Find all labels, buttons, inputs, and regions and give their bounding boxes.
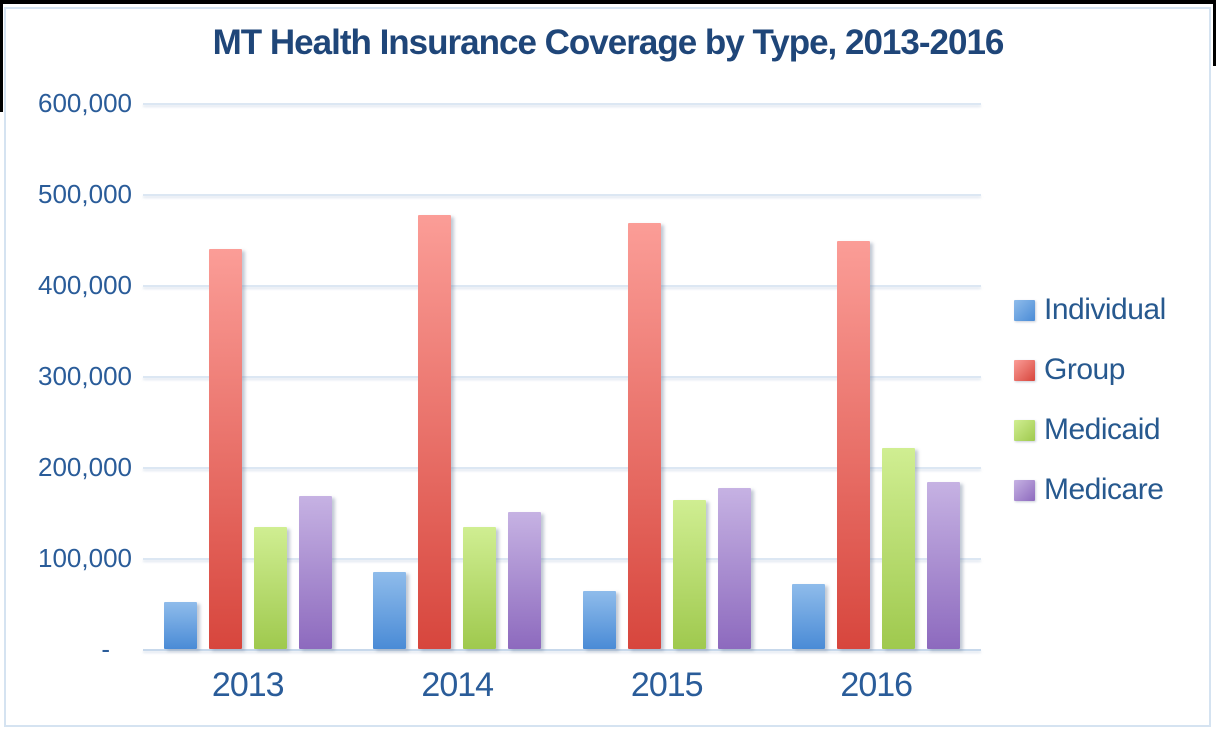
x-tick-label: 2016 bbox=[840, 666, 913, 704]
bar-medicaid-2014 bbox=[463, 527, 497, 649]
chart-title: MT Health Insurance Coverage by Type, 20… bbox=[212, 23, 1005, 62]
legend-swatch-icon bbox=[1014, 419, 1035, 441]
window-top-edge bbox=[0, 0, 1216, 4]
gridline bbox=[143, 467, 981, 469]
bar-individual-2013 bbox=[163, 602, 197, 649]
gridline bbox=[143, 103, 981, 105]
y-tick-label: 600,000 bbox=[38, 88, 132, 118]
bar-medicaid-2016 bbox=[882, 448, 916, 649]
bar-individual-2014 bbox=[373, 572, 407, 649]
x-axis: 2013 2014 2015 2016 bbox=[0, 666, 1216, 710]
bar-individual-2015 bbox=[582, 591, 616, 649]
y-tick-label: 400,000 bbox=[38, 270, 132, 300]
legend-swatch-icon bbox=[1014, 479, 1035, 501]
bar-group-2016 bbox=[837, 241, 871, 649]
x-tick-label: 2015 bbox=[630, 666, 704, 704]
legend-label: Group bbox=[1044, 353, 1125, 386]
bar-medicare-2014 bbox=[508, 512, 542, 649]
plot-area bbox=[143, 103, 982, 651]
bar-medicare-2016 bbox=[927, 482, 961, 649]
gridline bbox=[143, 285, 981, 287]
bar-medicare-2015 bbox=[717, 488, 751, 649]
x-axis-line bbox=[143, 649, 981, 651]
y-tick-label: 300,000 bbox=[38, 361, 132, 391]
y-tick-label: 200,000 bbox=[38, 452, 132, 482]
legend-label: Medicare bbox=[1044, 473, 1164, 506]
legend-item-medicaid: Medicaid bbox=[1014, 413, 1166, 447]
gridline bbox=[143, 376, 981, 378]
legend-item-medicare: Medicare bbox=[1014, 473, 1166, 507]
y-tick-label: 100,000 bbox=[38, 543, 132, 573]
window-right-edge bbox=[1213, 0, 1216, 66]
bar-medicaid-2015 bbox=[672, 500, 706, 649]
y-axis: 600,000 500,000 400,000 300,000 200,000 100,0… bbox=[0, 0, 132, 731]
bar-group-2015 bbox=[627, 223, 661, 649]
bar-medicaid-2013 bbox=[253, 527, 287, 649]
window-left-edge bbox=[0, 0, 3, 112]
legend-label: Medicaid bbox=[1044, 413, 1161, 446]
gridline bbox=[143, 194, 981, 196]
x-tick-label: 2014 bbox=[421, 666, 494, 704]
bar-group-2013 bbox=[208, 249, 242, 649]
legend-item-group: Group bbox=[1014, 353, 1166, 387]
bar-group-2013 bbox=[143, 103, 353, 649]
bar-individual-2016 bbox=[792, 584, 826, 649]
legend-item-individual: Individual bbox=[1014, 293, 1166, 327]
legend-swatch-icon bbox=[1014, 359, 1035, 381]
x-tick-label: 2013 bbox=[211, 666, 285, 704]
legend: Individual Group Medicaid Medicare bbox=[1014, 293, 1166, 507]
gridline bbox=[143, 558, 981, 560]
bar-group-2014 bbox=[418, 215, 452, 649]
y-tick-label: - bbox=[101, 634, 110, 664]
y-tick-label: 500,000 bbox=[38, 179, 132, 209]
bar-medicare-2013 bbox=[298, 496, 332, 649]
bar-group-2016 bbox=[772, 103, 982, 649]
bar-group-2014 bbox=[353, 103, 563, 649]
legend-swatch-icon bbox=[1014, 299, 1035, 321]
legend-label: Individual bbox=[1044, 293, 1166, 326]
bar-group-2015 bbox=[562, 103, 772, 649]
